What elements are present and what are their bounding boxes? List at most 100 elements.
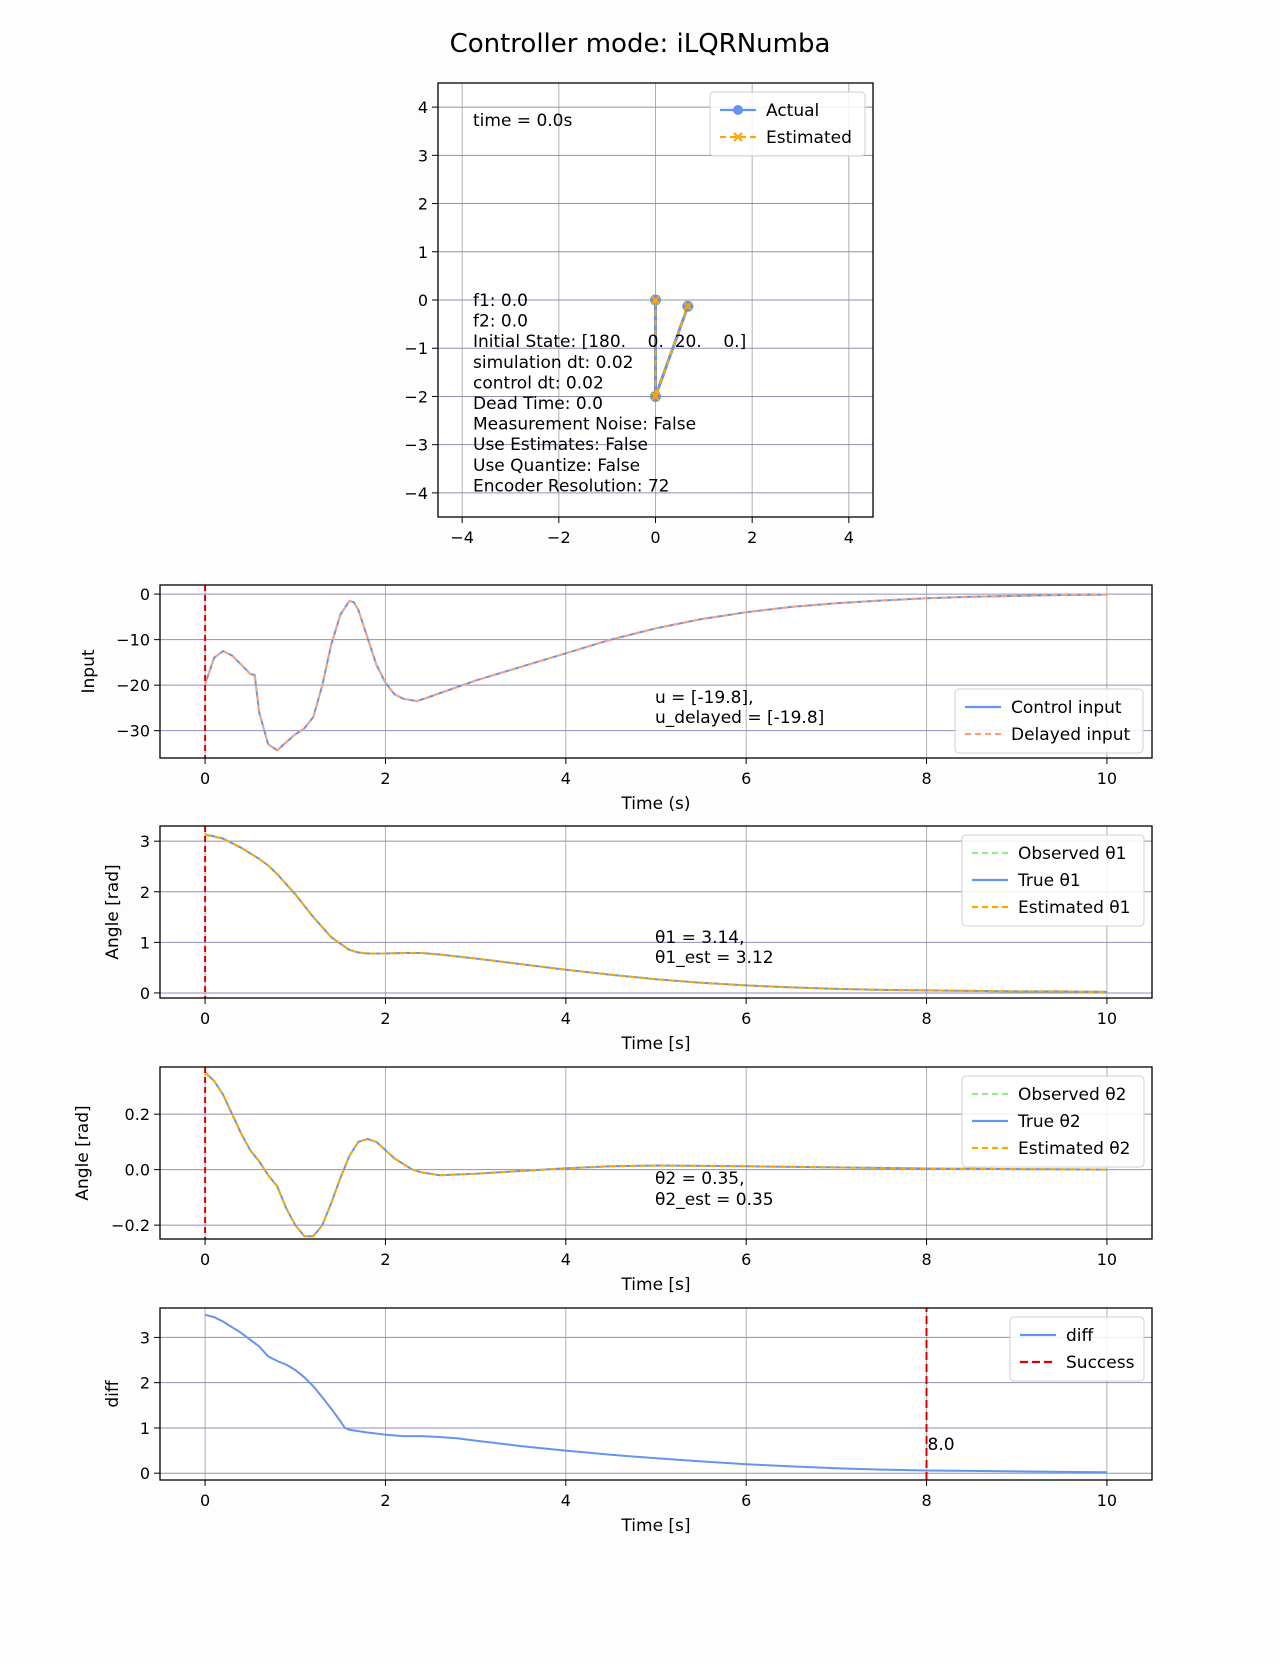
pendulum-time-text: time = 0.0s xyxy=(473,111,572,131)
theta2-estimated-line xyxy=(204,1071,1107,1238)
input-legend-box xyxy=(954,688,1144,754)
input-ylabel: Input xyxy=(79,649,99,693)
theta1-legend-label: Estimated θ1 xyxy=(1018,898,1131,918)
diff-frame xyxy=(159,1307,1153,1481)
pendulum-ytick-label: −2 xyxy=(404,387,428,406)
pendulum-legend-marker xyxy=(733,105,743,115)
input-xlabel: Time (s) xyxy=(620,794,690,814)
theta1-xtick-label: 10 xyxy=(1097,1009,1117,1028)
pendulum-info-line: f2: 0.0 xyxy=(473,312,528,332)
diff-xlabel: Time [s] xyxy=(620,1516,690,1536)
pendulum-legend-label: Actual xyxy=(766,101,819,121)
diff-legend: diff Success xyxy=(1009,1316,1145,1382)
theta1-ytick-label: 2 xyxy=(140,883,150,902)
pendulum-legend-label: Estimated xyxy=(766,128,852,148)
theta2-legend-box xyxy=(961,1075,1145,1168)
pendulum-ytick-label: 2 xyxy=(418,195,428,214)
input-ytick-label: −20 xyxy=(116,676,150,695)
theta1-legend: Observed θ1 True θ1 Estimated θ1 xyxy=(961,834,1145,927)
pendulum-xtick-label: −4 xyxy=(450,528,474,547)
input-annotation: u_delayed = [-19.8] xyxy=(655,708,824,728)
pendulum-info-line: Initial State: [180. 0. 20. 0.] xyxy=(473,332,746,352)
diff-line xyxy=(204,1313,1107,1474)
theta2-legend-label: Estimated θ2 xyxy=(1018,1139,1131,1159)
theta1-annotation: θ1_est = 3.12 xyxy=(655,948,774,968)
input-frame xyxy=(159,584,1153,759)
diff-xtick-label: 0 xyxy=(200,1491,210,1510)
theta2-ytick-label: −0.2 xyxy=(111,1216,150,1235)
diff-legend-label: Success xyxy=(1066,1353,1135,1373)
theta2-annotation: θ2 = 0.35, xyxy=(655,1169,745,1189)
theta2-xtick-label: 10 xyxy=(1097,1250,1117,1269)
theta2-legend-label: Observed θ2 xyxy=(1018,1085,1126,1105)
diff-success-label: 8.0 xyxy=(928,1435,955,1455)
input-annotation: u = [-19.8], xyxy=(655,688,753,708)
pendulum-ytick-label: 1 xyxy=(418,243,428,262)
input-xtick-label: 4 xyxy=(561,769,571,788)
pendulum-ytick-label: −3 xyxy=(404,436,428,455)
pendulum-info-line: Measurement Noise: False xyxy=(473,415,696,435)
pendulum-info-line: f1: 0.0 xyxy=(473,291,528,311)
pendulum-ytick-label: −1 xyxy=(404,339,428,358)
theta1-xtick-label: 4 xyxy=(561,1009,571,1028)
pendulum-estimated-point xyxy=(683,301,693,311)
pendulum-info-line: simulation dt: 0.02 xyxy=(473,353,633,373)
pendulum-ytick-label: 0 xyxy=(418,291,428,310)
diff-axes: 0 2 4 6 8 10 0 1 2 3 Time [s] diff xyxy=(103,1308,1152,1536)
figure-title: Controller mode: iLQRNumba xyxy=(450,29,831,59)
pendulum-info-line: Encoder Resolution: 72 xyxy=(473,476,670,496)
input-xtick-label: 8 xyxy=(921,769,931,788)
theta2-frame xyxy=(159,1066,1153,1240)
theta1-xtick-label: 6 xyxy=(741,1009,751,1028)
pendulum-info-line: Dead Time: 0.0 xyxy=(473,394,603,414)
theta1-xtick-label: 8 xyxy=(921,1009,931,1028)
pendulum-ytick-label: −4 xyxy=(404,484,428,503)
input-xtick-label: 2 xyxy=(380,769,390,788)
diff-xtick-label: 2 xyxy=(380,1491,390,1510)
theta1-xtick-label: 2 xyxy=(380,1009,390,1028)
pendulum-estimated-point xyxy=(650,295,661,305)
diff-legend-box xyxy=(1009,1316,1145,1382)
input-legend-label: Delayed input xyxy=(1011,725,1130,745)
input-xtick-label: 0 xyxy=(200,769,210,788)
theta1-ytick-label: 3 xyxy=(140,832,150,851)
theta2-annotation: θ2_est = 0.35 xyxy=(655,1190,774,1210)
diff-xtick-label: 10 xyxy=(1097,1491,1117,1510)
input-legend: Control input Delayed input xyxy=(954,688,1144,754)
diff-ylabel: diff xyxy=(103,1379,123,1408)
input-ytick-label: −10 xyxy=(116,631,150,650)
pendulum-frame xyxy=(437,82,874,518)
pendulum-xtick-label: 4 xyxy=(844,528,854,547)
pendulum-estimated-line xyxy=(654,300,689,397)
pendulum-legend-box xyxy=(709,91,866,157)
theta2-legend: Observed θ2 True θ2 Estimated θ2 xyxy=(961,1075,1145,1168)
diff-xtick-label: 8 xyxy=(921,1491,931,1510)
theta2-xtick-label: 2 xyxy=(380,1250,390,1269)
theta1-legend-box xyxy=(961,834,1145,927)
diff-ytick-label: 1 xyxy=(140,1419,150,1438)
input-legend-label: Control input xyxy=(1011,698,1122,718)
diff-legend-label: diff xyxy=(1066,1326,1095,1346)
diff-ytick-label: 0 xyxy=(140,1464,150,1483)
pendulum-ytick-label: 4 xyxy=(418,98,428,117)
theta1-ytick-label: 1 xyxy=(140,933,150,952)
diff-xtick-label: 4 xyxy=(561,1491,571,1510)
theta2-xtick-label: 8 xyxy=(921,1250,931,1269)
theta1-legend-label: True θ1 xyxy=(1017,871,1081,891)
pendulum-legend: Actual Estimated xyxy=(709,91,866,157)
theta1-xlabel: Time [s] xyxy=(620,1034,690,1054)
pendulum-info-line: Use Quantize: False xyxy=(473,456,640,476)
pendulum-estimated-point xyxy=(650,391,661,402)
theta2-xtick-label: 6 xyxy=(741,1250,751,1269)
diff-plot-area xyxy=(160,1308,1152,1480)
diff-ytick-label: 2 xyxy=(140,1374,150,1393)
pendulum-legend-marker xyxy=(733,132,743,142)
pendulum-info-line: Use Estimates: False xyxy=(473,435,648,455)
input-xtick-label: 10 xyxy=(1097,769,1117,788)
diff-xtick-label: 6 xyxy=(741,1491,751,1510)
theta1-ylabel: Angle [rad] xyxy=(103,864,123,959)
pendulum-xtick-label: 0 xyxy=(650,528,660,547)
pendulum-info-line: control dt: 0.02 xyxy=(473,373,604,393)
theta1-ytick-label: 0 xyxy=(140,984,150,1003)
